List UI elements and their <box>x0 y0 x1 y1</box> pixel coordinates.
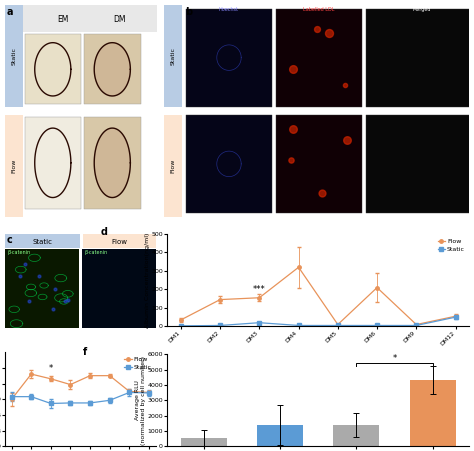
Bar <box>333 425 379 446</box>
Text: c: c <box>6 235 12 245</box>
Text: Labelled LDL: Labelled LDL <box>303 7 335 12</box>
Text: Flow: Flow <box>11 159 17 173</box>
Text: Static: Static <box>33 239 53 244</box>
Legend: Flow, Static: Flow, Static <box>123 355 153 372</box>
Bar <box>5 115 23 217</box>
Text: DM: DM <box>113 15 126 24</box>
Bar <box>275 115 363 213</box>
Bar <box>23 5 157 32</box>
Bar <box>410 380 456 446</box>
Text: *: * <box>392 354 397 363</box>
Bar <box>185 115 273 213</box>
Bar <box>185 9 273 106</box>
Bar <box>25 117 81 208</box>
Bar <box>5 249 79 328</box>
Bar <box>365 115 474 213</box>
Bar <box>82 249 156 328</box>
Text: β-catenin: β-catenin <box>85 250 108 255</box>
Bar <box>164 115 182 217</box>
Bar <box>365 9 474 106</box>
Bar <box>257 425 303 446</box>
Text: *: * <box>49 364 53 373</box>
Text: Hoechst: Hoechst <box>219 7 239 12</box>
Bar <box>5 234 80 248</box>
Text: f: f <box>82 347 87 357</box>
Text: Flow: Flow <box>111 239 128 244</box>
Polygon shape <box>94 43 130 96</box>
Y-axis label: Average RLU
(normalized by cell number): Average RLU (normalized by cell number) <box>135 356 146 445</box>
Text: Merged: Merged <box>413 7 431 12</box>
Bar <box>5 5 23 106</box>
Y-axis label: Albumin Concentration(ng/ml): Albumin Concentration(ng/ml) <box>145 233 150 328</box>
Bar <box>84 34 140 104</box>
Bar <box>83 234 156 248</box>
Text: a: a <box>6 7 13 17</box>
Text: β-catenin: β-catenin <box>8 250 31 255</box>
Bar <box>164 5 182 106</box>
Text: ***: *** <box>253 285 266 294</box>
Text: Static: Static <box>171 46 176 64</box>
Legend: Flow, Static: Flow, Static <box>436 237 466 253</box>
Bar <box>25 34 81 104</box>
Bar <box>181 438 227 446</box>
Text: d: d <box>100 226 108 237</box>
Text: Flow: Flow <box>171 159 176 173</box>
Text: b: b <box>185 7 192 17</box>
Text: EM: EM <box>57 15 68 24</box>
Bar <box>84 117 140 208</box>
Text: Static: Static <box>11 46 17 64</box>
Polygon shape <box>94 128 130 198</box>
Bar <box>275 9 363 106</box>
